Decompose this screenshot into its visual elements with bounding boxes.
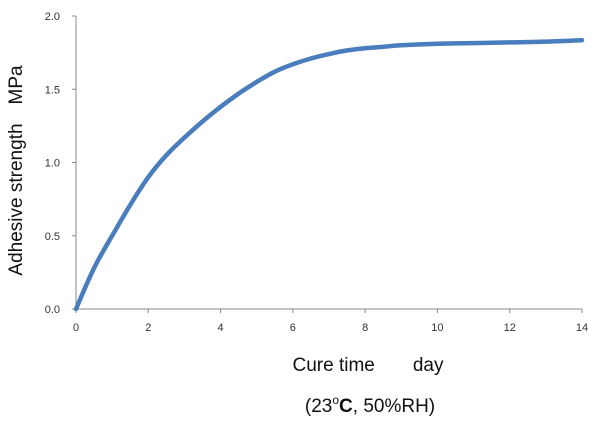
series-line-0 (73, 37, 585, 312)
test-condition-label: (23oC, 50%RH) (305, 393, 435, 417)
x-axis: 0 2 4 6 8 10 12 14 (73, 308, 588, 334)
x-tick-label: 8 (362, 322, 368, 334)
condition-unit: C (339, 396, 353, 417)
x-tick-label: 2 (145, 322, 151, 334)
y-tick-label: 0.0 (45, 304, 60, 316)
y-axis: 0.0 0.5 1.0 1.5 2.0 (45, 11, 77, 316)
y-tick-label: 1.5 (45, 84, 60, 96)
series-group (73, 37, 585, 312)
x-tick-label: 0 (73, 322, 79, 334)
x-tick-label: 6 (290, 322, 296, 334)
y-tick-label: 1.0 (45, 158, 60, 170)
y-axis-label: Adhesive strength MPa (6, 65, 27, 276)
x-tick-label: 4 (218, 322, 224, 334)
condition-open: (23 (305, 396, 332, 417)
y-tick-label: 2.0 (45, 11, 60, 23)
y-tick-label: 0.5 (45, 231, 60, 243)
x-tick-label: 14 (576, 322, 588, 334)
x-tick-label: 12 (504, 322, 516, 334)
condition-rest: , 50%RH) (353, 396, 435, 417)
x-axis-label: Cure time day (293, 355, 444, 376)
x-tick-label: 10 (431, 322, 443, 334)
condition-degree: o (332, 393, 339, 407)
